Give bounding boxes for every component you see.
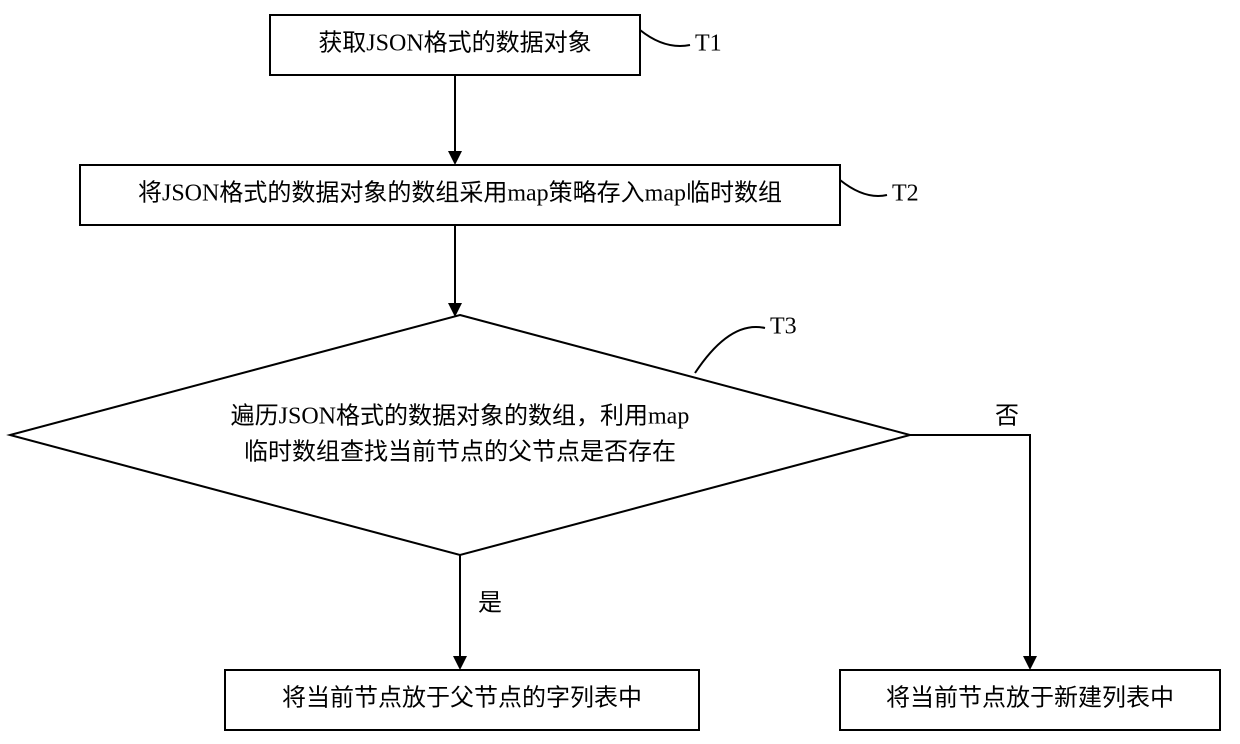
edge-no (910, 435, 1030, 663)
edge-yes-arrowhead (453, 656, 467, 670)
process-box-no-text: 将当前节点放于新建列表中 (886, 685, 1174, 712)
edge-yes-label: 是 (478, 591, 502, 617)
edge-no-label: 否 (995, 404, 1019, 430)
tag-curve-2 (840, 180, 887, 196)
process-box-1-text: 获取JSON格式的数据对象 (318, 30, 591, 57)
decision-text-line1: 遍历JSON格式的数据对象的数组，利用map (231, 403, 690, 430)
tag-3: T3 (770, 314, 797, 340)
decision-diamond (10, 315, 910, 555)
flowchart-canvas: 获取JSON格式的数据对象 T1 将JSON格式的数据对象的数组采用map策略存… (0, 0, 1240, 744)
decision-text-line2: 临时数组查找当前节点的父节点是否存在 (244, 439, 676, 466)
edge-no-arrowhead (1023, 656, 1037, 670)
process-box-yes-text: 将当前节点放于父节点的字列表中 (282, 685, 642, 712)
edge-1-arrowhead (448, 151, 462, 165)
tag-2: T2 (892, 181, 919, 207)
tag-curve-3 (695, 327, 765, 373)
process-box-2-text: 将JSON格式的数据对象的数组采用map策略存入map临时数组 (138, 180, 782, 207)
tag-1: T1 (695, 31, 722, 57)
tag-curve-1 (640, 30, 690, 46)
